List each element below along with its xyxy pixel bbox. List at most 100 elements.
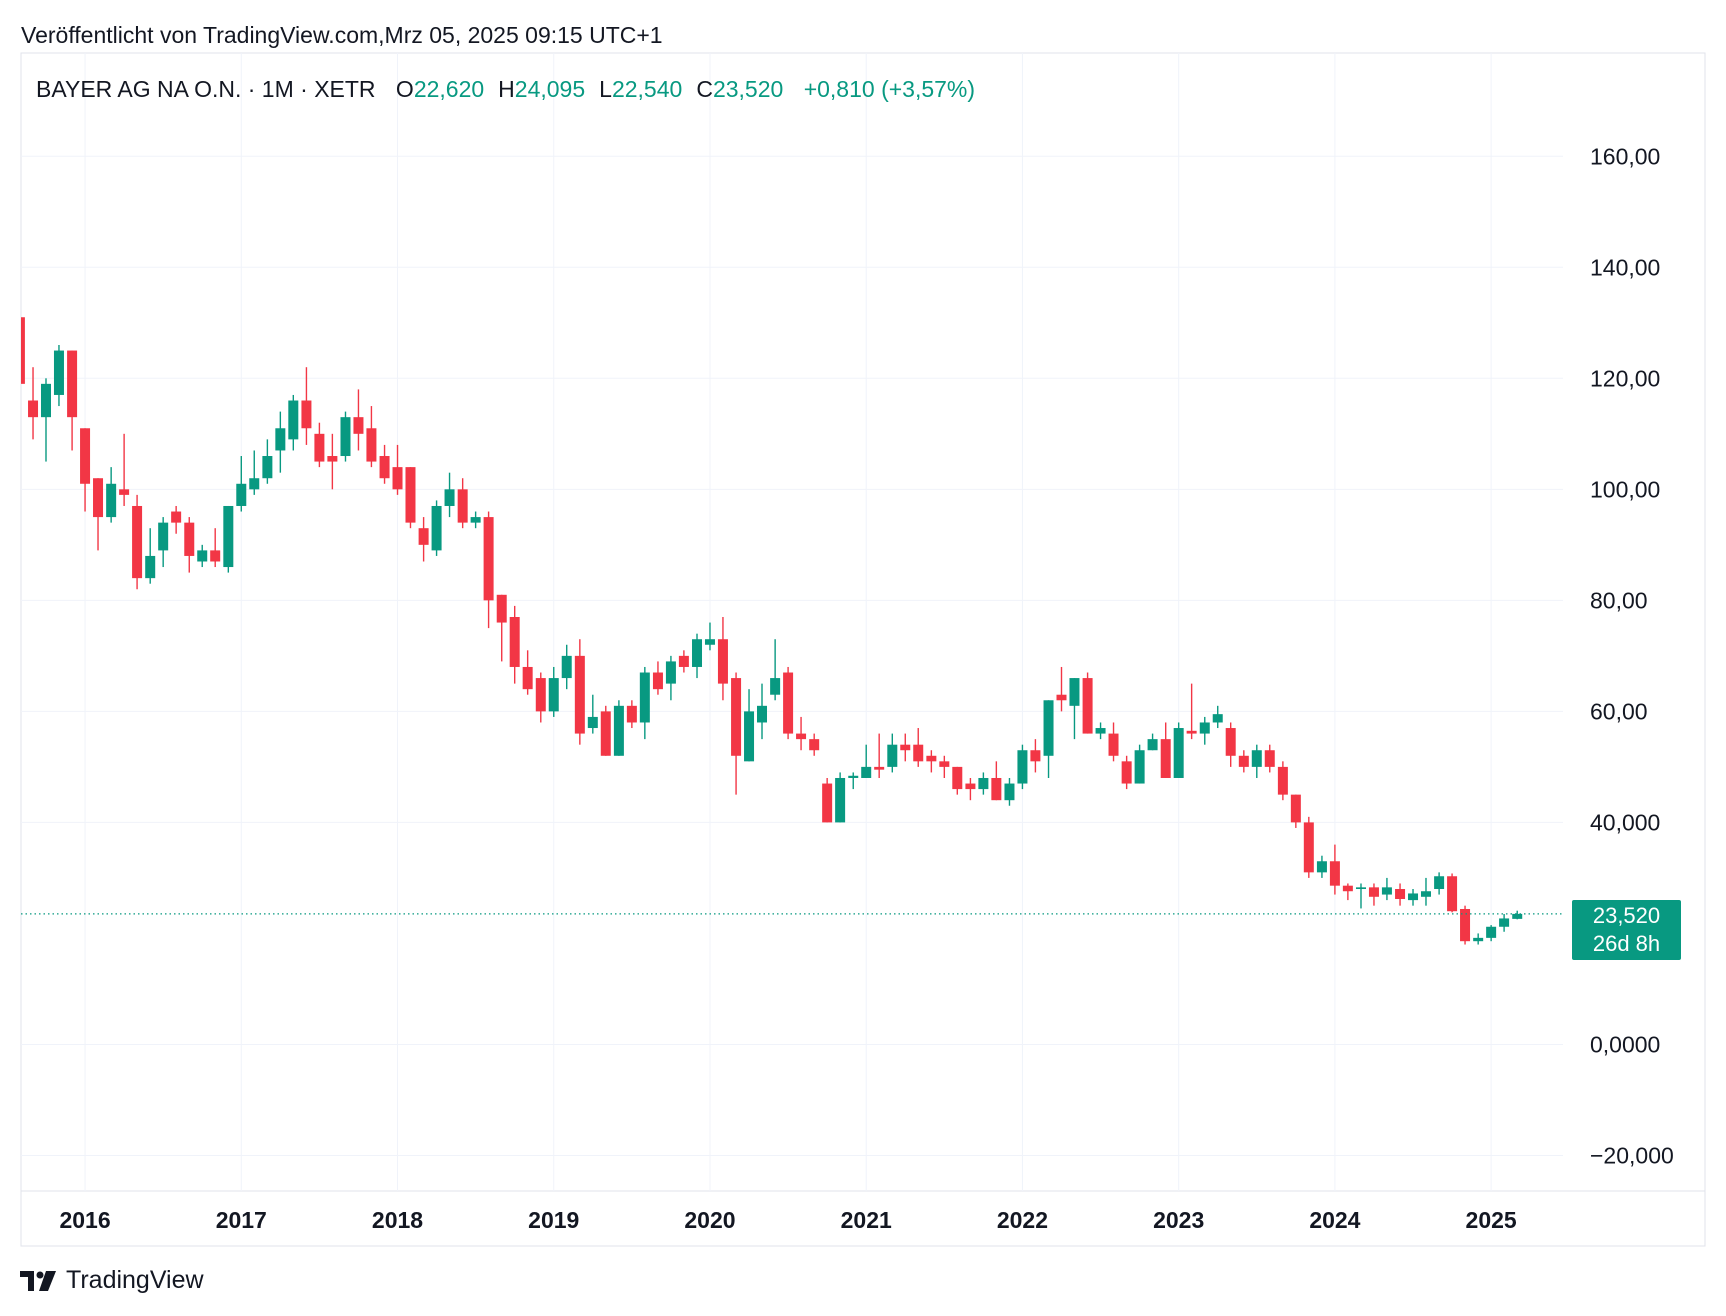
- candle-body: [1199, 722, 1210, 734]
- candle-body: [1095, 728, 1106, 734]
- candle-body: [1069, 678, 1080, 706]
- candle-body: [496, 594, 507, 623]
- ohlc: O22,620 H24,095 L22,540 C23,520: [382, 76, 783, 102]
- candle-body: [522, 666, 533, 690]
- candle-body: [1368, 887, 1379, 897]
- candle-body: [1160, 739, 1171, 778]
- candle-body: [509, 617, 520, 667]
- candle-body: [40, 383, 51, 418]
- candle-body: [1512, 913, 1523, 919]
- candle-body: [1329, 861, 1340, 886]
- y-tick-label: 40,000: [1590, 809, 1660, 835]
- candle-body: [53, 350, 64, 395]
- candle-body: [392, 467, 403, 490]
- candle-body: [418, 528, 429, 545]
- x-tick-label: 2025: [1466, 1207, 1517, 1233]
- ohlc-key: O: [395, 76, 414, 102]
- published-note: Veröffentlicht von TradingView.com,Mrz 0…: [21, 22, 663, 48]
- candle-body: [965, 783, 976, 790]
- candle-body: [249, 478, 260, 490]
- candle-body: [939, 761, 950, 767]
- candle-body: [21, 317, 25, 384]
- candle-body: [1473, 937, 1484, 942]
- x-tick-label: 2021: [841, 1207, 892, 1233]
- candle-body: [561, 655, 572, 679]
- candle-body: [340, 417, 351, 457]
- candle-body: [1004, 783, 1015, 801]
- candle-body: [236, 483, 247, 506]
- y-tick-label: 160,00: [1590, 143, 1660, 169]
- x-tick-label: 2017: [216, 1207, 267, 1233]
- candle-body: [1395, 889, 1406, 900]
- candle-body: [1434, 876, 1445, 890]
- y-tick-label: 80,00: [1590, 587, 1648, 613]
- candle-body: [1030, 750, 1041, 762]
- candle-body: [28, 400, 39, 418]
- candle-body: [900, 744, 911, 751]
- candle-body: [444, 489, 455, 506]
- x-tick-label: 2022: [997, 1207, 1048, 1233]
- candle-body: [80, 428, 91, 484]
- ohlc-key: C: [696, 76, 713, 102]
- candle-body: [535, 678, 546, 712]
- candle-body: [223, 505, 234, 568]
- candle-body: [704, 639, 715, 645]
- candle-body: [379, 456, 390, 479]
- candle-body: [1043, 700, 1054, 756]
- symbol: BAYER AG NA O.N. · 1M · XETR: [36, 76, 376, 102]
- candle-body: [1355, 887, 1366, 890]
- candle-body: [158, 522, 169, 551]
- candle-body: [744, 711, 755, 762]
- candle-body: [210, 550, 221, 562]
- candle-body: [1056, 694, 1067, 701]
- change: +0,810 (+3,57%): [803, 76, 976, 102]
- candle-body: [887, 744, 898, 767]
- frame: [20, 52, 1706, 1247]
- candle-body: [119, 489, 130, 495]
- x-tick-label: 2018: [372, 1207, 423, 1233]
- candle-body: [262, 456, 273, 479]
- candle-body: [731, 678, 742, 756]
- candle-body: [1251, 750, 1262, 767]
- candle-body: [1186, 730, 1197, 734]
- candle-body: [574, 655, 585, 734]
- ohlc-value: 22,620: [413, 76, 485, 102]
- candle-body: [1381, 887, 1392, 895]
- candle-body: [457, 489, 468, 523]
- candle-body: [1238, 755, 1249, 767]
- candle-body: [132, 505, 143, 579]
- candle-body: [1017, 750, 1028, 784]
- candle-body: [1447, 876, 1458, 912]
- price-label: 23,520 26d 8h: [1572, 900, 1681, 960]
- y-tick-label: 100,00: [1590, 476, 1660, 502]
- candle-body: [861, 766, 872, 778]
- candle-body: [275, 428, 286, 451]
- y-tick-label: −20,000: [1590, 1142, 1674, 1168]
- candle-body: [1277, 766, 1288, 795]
- x-tick-label: 2019: [528, 1207, 579, 1233]
- candle-body: [926, 755, 937, 762]
- candle-body: [717, 639, 728, 684]
- y-tick-label: 120,00: [1590, 365, 1660, 391]
- candle-body: [1134, 750, 1145, 784]
- candle-body: [626, 705, 637, 723]
- candle-body: [1316, 861, 1327, 873]
- candle-body: [835, 777, 846, 823]
- candle-body: [1173, 728, 1184, 778]
- x-tick-label: 2020: [684, 1207, 735, 1233]
- y-tick-label: 0,0000: [1590, 1031, 1660, 1057]
- candle-body: [314, 433, 325, 462]
- candles: [21, 317, 1523, 945]
- candle-body: [431, 505, 442, 551]
- candle-body: [184, 522, 195, 556]
- candle-body: [548, 678, 559, 712]
- candle-body: [171, 511, 182, 523]
- candle-body: [197, 550, 208, 562]
- y-tick-label: 60,00: [1590, 698, 1648, 724]
- candle-body: [1264, 750, 1275, 767]
- candle-body: [652, 672, 663, 690]
- candle-body: [288, 400, 299, 440]
- candle-body: [353, 417, 364, 434]
- candle-body: [822, 783, 833, 823]
